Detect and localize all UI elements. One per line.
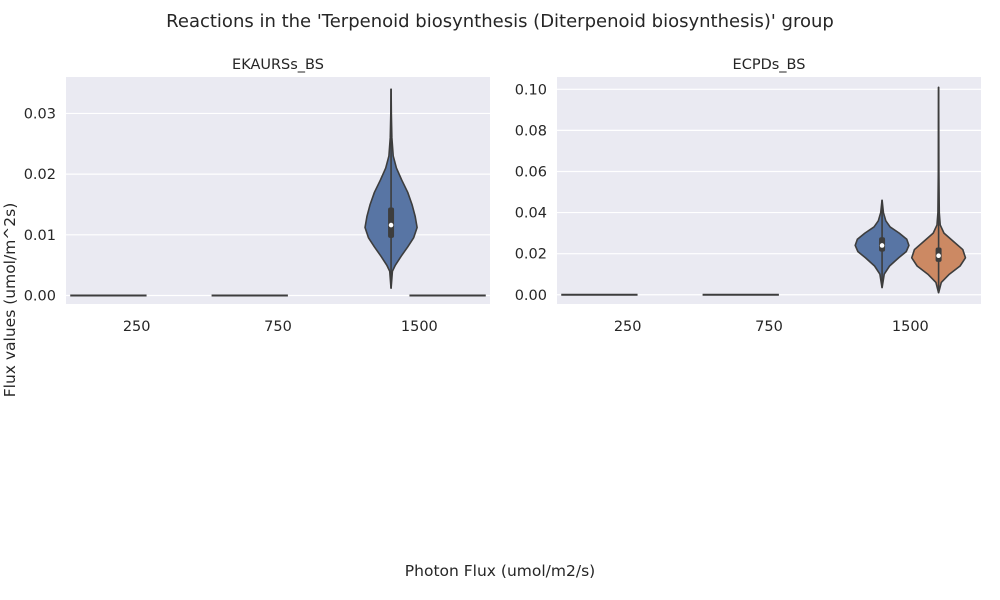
plot-area — [66, 77, 490, 304]
subplot-ekaurss-bs: EKAURSs_BS 0.00 0.01 0.02 0.03 250 750 1500 — [24, 57, 490, 335]
subplot-title: EKAURSs_BS — [232, 57, 324, 73]
y-tick-label: 0.04 — [515, 206, 547, 222]
y-ticks: 0.00 0.01 0.02 0.03 — [24, 106, 56, 304]
violins — [70, 88, 486, 297]
y-axis-label: Flux values (umol/m^2s) — [1, 203, 19, 398]
figure-title: Reactions in the 'Terpenoid biosynthesis… — [166, 11, 834, 32]
violin-median — [388, 222, 394, 228]
y-tick-label: 0.02 — [515, 247, 547, 263]
y-tick-label: 0.03 — [24, 106, 56, 122]
x-axis-label: Photon Flux (umol/m2/s) — [405, 562, 595, 580]
x-tick-label: 1500 — [892, 319, 929, 335]
x-ticks: 250 750 1500 — [614, 319, 929, 335]
violin-iqr-box — [388, 207, 395, 238]
y-ticks: 0.00 0.02 0.04 0.06 0.08 0.10 — [515, 82, 547, 303]
y-tick-label: 0.08 — [515, 123, 547, 139]
violins — [561, 86, 967, 296]
y-tick-label: 0.01 — [24, 228, 56, 244]
x-tick-label: 250 — [614, 319, 642, 335]
y-tick-label: 0.00 — [515, 288, 547, 304]
y-tick-label: 0.06 — [515, 164, 547, 180]
x-tick-label: 250 — [123, 319, 151, 335]
y-tick-label: 0.00 — [24, 289, 56, 305]
x-tick-label: 750 — [755, 319, 783, 335]
y-tick-label: 0.02 — [24, 167, 56, 183]
x-ticks: 250 750 1500 — [123, 319, 438, 335]
x-tick-label: 750 — [264, 319, 292, 335]
violin-median — [879, 243, 885, 248]
subplot-ecpds-bs: ECPDs_BS 0.00 0.02 0.04 0.06 0.08 0.10 250 750… — [515, 57, 981, 335]
plot-area — [557, 77, 981, 304]
violin-median — [936, 253, 941, 259]
y-tick-label: 0.10 — [515, 82, 547, 98]
subplot-title: ECPDs_BS — [733, 57, 806, 73]
x-tick-label: 1500 — [401, 319, 438, 335]
